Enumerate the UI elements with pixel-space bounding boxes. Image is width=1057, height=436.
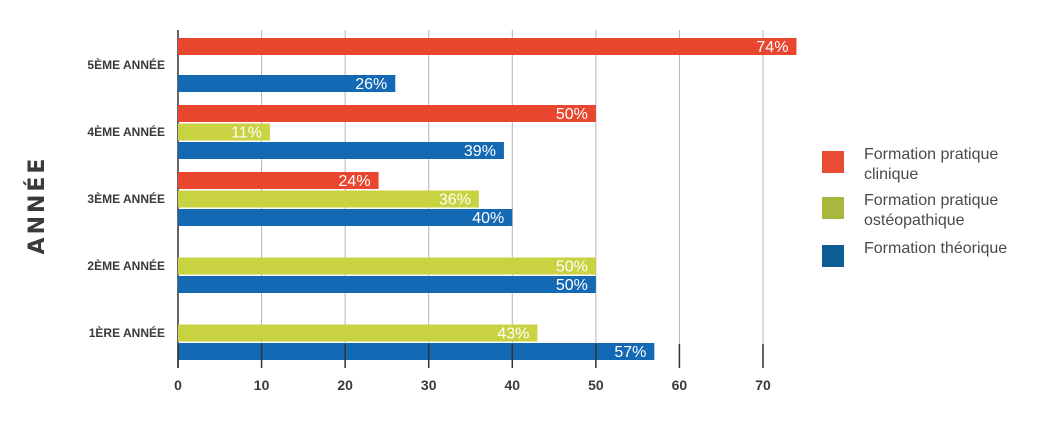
legend-swatch [822, 245, 844, 267]
bar [178, 209, 513, 226]
category-label: 4ÈME ANNÉE [87, 124, 165, 139]
bar [178, 105, 596, 122]
bar-value-label: 11% [231, 125, 262, 142]
legend-label: Formation pratique ostéopathique [864, 192, 999, 229]
bar [178, 276, 596, 293]
bar [178, 324, 538, 342]
bar-value-label: 50% [556, 277, 588, 294]
bar-value-label: 74% [756, 39, 788, 56]
legend-item-theorique: Formation théorique [822, 239, 1052, 267]
bar-value-label: 50% [556, 106, 588, 123]
bar-value-label: 26% [355, 76, 387, 93]
x-tick-label: 70 [755, 377, 771, 393]
bar [178, 142, 504, 159]
x-tick-label: 30 [421, 377, 437, 393]
legend-item-osteopathique: Formation pratique ostéopathique [822, 191, 1052, 231]
bar-value-label: 36% [439, 192, 471, 209]
bars: 74%26%50%11%39%24%36%40%50%50%43%57% [178, 38, 797, 361]
bar [178, 172, 379, 189]
bar-value-label: 57% [614, 344, 646, 361]
category-label: 3ÈME ANNÉE [87, 191, 165, 206]
legend-label: Formation théorique [864, 240, 1008, 257]
category-label: 1ÈRE ANNÉE [89, 325, 165, 340]
bar [178, 343, 655, 360]
x-tick-label: 60 [672, 377, 688, 393]
bar-value-label: 50% [556, 259, 588, 276]
bar-value-label: 40% [472, 210, 504, 227]
legend-label: Formation pratique clinique [864, 146, 999, 183]
legend-swatch [822, 197, 844, 219]
category-labels: 5ÈME ANNÉE 4ÈME ANNÉE 3ÈME ANNÉE 2ÈME ANNÉE… [87, 57, 165, 340]
x-tick-label: 10 [254, 377, 270, 393]
bar [178, 123, 270, 141]
category-label: 5ÈME ANNÉE [87, 57, 165, 72]
legend-item-clinique: Formation pratique clinique [822, 145, 1052, 185]
bar [178, 190, 479, 208]
y-axis-label: ANNÉE [24, 156, 50, 255]
bar [178, 38, 797, 55]
x-axis-ticks: 0 10 20 30 40 50 60 70 [174, 344, 771, 393]
x-tick-label: 50 [588, 377, 604, 393]
legend-swatch [822, 151, 844, 173]
legend: Formation pratique clinique Formation pr… [822, 145, 1052, 273]
bar-value-label: 43% [497, 326, 529, 343]
x-tick-label: 20 [337, 377, 353, 393]
bar [178, 75, 396, 92]
x-tick-label: 40 [504, 377, 520, 393]
bar-value-label: 24% [339, 173, 371, 190]
category-label: 2ÈME ANNÉE [87, 258, 165, 273]
x-tick-label: 0 [174, 377, 182, 393]
bar [178, 257, 596, 275]
bar-value-label: 39% [464, 143, 496, 160]
